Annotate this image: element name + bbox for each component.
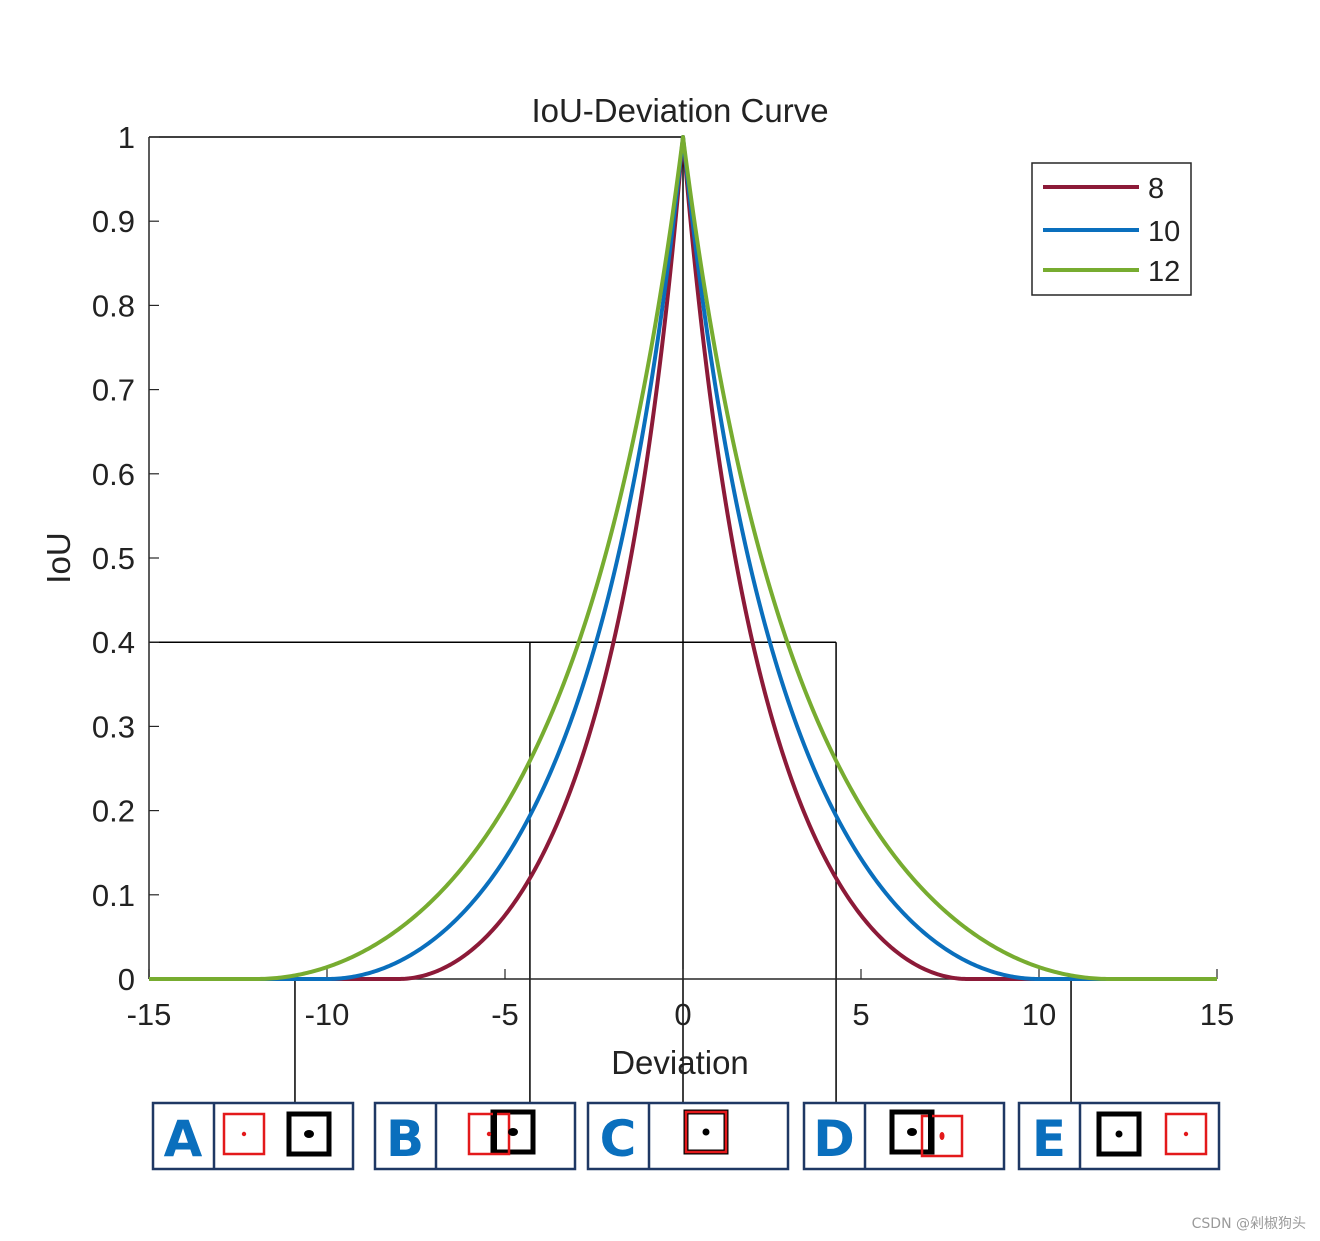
ground-truth-center [907, 1128, 917, 1136]
x-tick-label: -5 [491, 997, 519, 1032]
legend-label-8: 8 [1148, 173, 1164, 205]
y-tick-label: 0.4 [92, 625, 135, 660]
annotation-letter-E: E [1032, 1110, 1066, 1168]
annotation-box-C: C [586, 1101, 790, 1171]
y-tick-label: 0.6 [92, 457, 135, 492]
x-tick-label: 5 [852, 997, 869, 1032]
annotation-letter-C: C [600, 1110, 637, 1168]
ground-truth-center [1115, 1130, 1123, 1138]
y-tick-label: 0.8 [92, 288, 135, 323]
x-axis-label: Deviation [611, 1044, 749, 1081]
legend-label-10: 10 [1148, 216, 1180, 248]
annotation-box-D: D [802, 1101, 1006, 1171]
ground-truth-center [702, 1128, 710, 1136]
x-tick-label: 15 [1200, 997, 1234, 1032]
axes: 0 0.1 0.2 0.3 0.4 0.5 0.6 0.7 0.8 0.9 1 -15 -10 -5 0 5 1… [92, 120, 1234, 1032]
prediction-box [920, 1114, 964, 1158]
reference-lines [149, 136, 1072, 1103]
annotation-letter-D: D [813, 1110, 855, 1168]
prediction-box [222, 1112, 266, 1156]
annotation-box-B: B [373, 1101, 577, 1171]
x-tick-label: -15 [127, 997, 172, 1032]
series-lines [148, 135, 1218, 981]
prediction-center [1183, 1131, 1189, 1137]
y-tick-label: 0.2 [92, 794, 135, 829]
annotation-letter-B: B [386, 1110, 424, 1168]
ground-truth-box [286, 1111, 332, 1157]
watermark: CSDN @剁椒狗头 [1191, 1216, 1306, 1232]
y-tick-label: 1 [118, 120, 135, 155]
legend-label-12: 12 [1148, 256, 1180, 288]
prediction-center [486, 1131, 492, 1137]
ground-truth-center [508, 1128, 518, 1136]
y-tick-label: 0.1 [92, 878, 135, 913]
annotation-letter-A: A [164, 1110, 203, 1168]
annotation-boxes: A B C D E [151, 1101, 1221, 1171]
prediction-box [684, 1110, 728, 1154]
chart-title: IoU-Deviation Curve [531, 92, 828, 129]
y-tick-label: 0 [118, 962, 135, 997]
annotation-box-A: A [151, 1101, 355, 1171]
y-tick-label: 0.7 [92, 373, 135, 408]
ground-truth-box [1096, 1111, 1142, 1157]
x-tick-label: -10 [305, 997, 350, 1032]
prediction-center [241, 1131, 247, 1137]
legend: 8 10 12 [1031, 162, 1192, 296]
y-axis-label: IoU [40, 532, 77, 583]
annotation-box-E: E [1017, 1101, 1221, 1171]
prediction-center [939, 1132, 945, 1140]
y-tick-label: 0.9 [92, 204, 135, 239]
series-line-12 [148, 135, 1218, 981]
ground-truth-center [304, 1130, 314, 1138]
x-tick-label: 0 [674, 997, 691, 1032]
prediction-box [1164, 1112, 1208, 1156]
y-tick-label: 0.5 [92, 541, 135, 576]
y-tick-label: 0.3 [92, 709, 135, 744]
x-tick-label: 10 [1022, 997, 1056, 1032]
